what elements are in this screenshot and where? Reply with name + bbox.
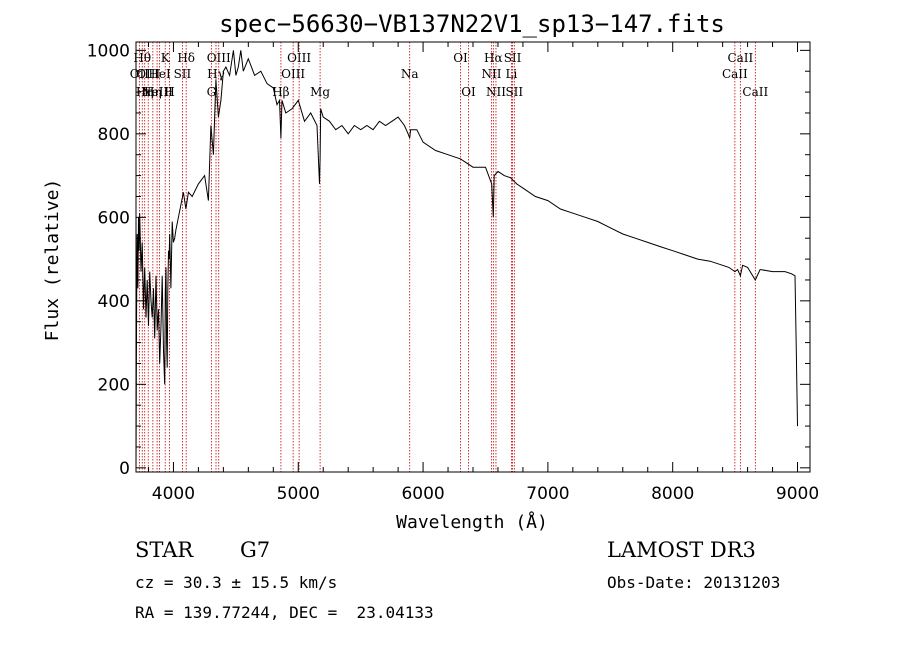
line-label: Hη <box>136 85 154 99</box>
line-label: NeIII <box>141 85 173 99</box>
line-label: G <box>207 85 217 99</box>
line-label: HeI <box>148 67 171 81</box>
x-tick-label: 8000 <box>651 484 694 504</box>
line-markers <box>138 42 756 472</box>
y-tick-label: 1000 <box>87 41 130 61</box>
line-labels: OIIHθHηOIIIHηNeIIIHeIKHSIIHδGHγOIIIHβOII… <box>130 51 769 99</box>
chart-title: spec−56630−VB137N22V1_sp13−147.fits <box>219 10 725 38</box>
line-label: K <box>161 51 171 65</box>
x-tick-label: 4000 <box>152 484 195 504</box>
line-label: OI <box>461 85 476 99</box>
y-tick-label: 600 <box>98 208 130 228</box>
line-label: NII <box>481 67 501 81</box>
line-label: Hα <box>484 51 503 65</box>
y-tick-label: 200 <box>98 375 130 395</box>
line-label: SII <box>505 85 523 99</box>
coordinates: RA = 139.77244, DEC = 23.04133 <box>135 603 434 622</box>
observation-date: Obs-Date: 20131203 <box>607 573 781 592</box>
x-tick-label: 6000 <box>401 484 444 504</box>
line-label: NII <box>486 85 506 99</box>
y-tick-label: 400 <box>98 292 130 312</box>
line-label: CaII <box>742 85 768 99</box>
y-tick-label: 0 <box>119 459 130 479</box>
line-label: CaII <box>727 51 753 65</box>
line-label: OIII <box>207 51 231 65</box>
line-label: Hγ <box>207 67 225 81</box>
x-tick-label: 7000 <box>526 484 569 504</box>
axis-ticks: 4000 5000 6000 7000 8000 9000 0 200 400 600 800 100… <box>87 41 819 504</box>
survey-label: LAMOST DR3 <box>607 538 756 562</box>
object-subclass: G7 <box>240 538 271 562</box>
y-axis-label: Flux (relative) <box>42 179 63 342</box>
line-label: SII <box>504 51 522 65</box>
y-tick-label: 800 <box>98 125 130 145</box>
line-label: OII <box>130 67 150 81</box>
line-label: Na <box>401 67 419 81</box>
line-label: H <box>164 85 174 99</box>
line-label: OI <box>453 51 468 65</box>
line-label: Hη <box>144 85 162 99</box>
x-tick-label: 5000 <box>277 484 320 504</box>
line-label: OIII <box>136 67 160 81</box>
line-label: OIII <box>281 67 305 81</box>
x-tick-label: 9000 <box>776 484 819 504</box>
spectrum-line <box>135 50 798 468</box>
line-label: CaII <box>722 67 748 81</box>
line-label: Hθ <box>133 51 151 65</box>
line-label: OIII <box>287 51 311 65</box>
line-label: SII <box>174 67 192 81</box>
line-label: Mg <box>310 85 330 99</box>
redshift-value: cz = 30.3 ± 15.5 km/s <box>135 573 338 592</box>
object-class: STAR <box>135 538 194 562</box>
x-axis-label: Wavelength (Å) <box>396 511 548 533</box>
line-label: Li <box>506 67 518 81</box>
line-label: Hδ <box>177 51 195 65</box>
line-label: Hβ <box>272 85 289 99</box>
plot-frame <box>135 41 811 473</box>
